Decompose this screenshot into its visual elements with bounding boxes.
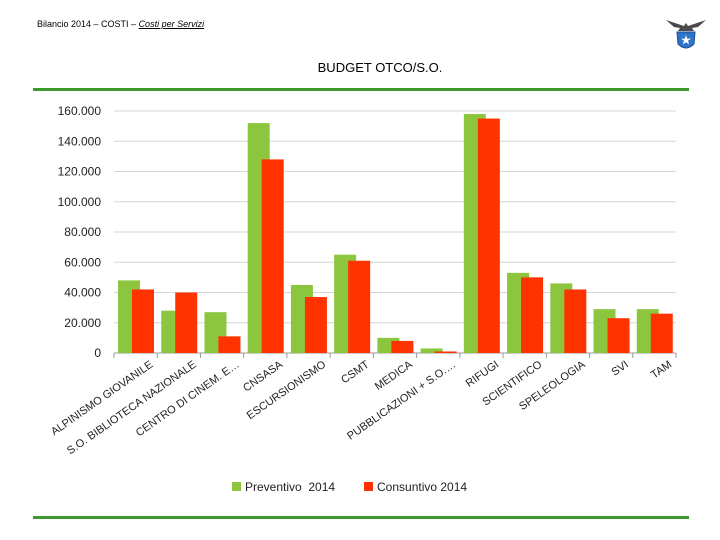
bar-consuntivo-1 <box>175 292 198 353</box>
x-category-label: SVI <box>609 359 630 379</box>
x-category-label: CSMT <box>339 358 372 386</box>
bar-consuntivo-10 <box>564 289 587 353</box>
bar-consuntivo-8 <box>477 118 500 353</box>
bar-consuntivo-6 <box>391 340 414 353</box>
bottom-divider <box>33 516 689 519</box>
top-divider <box>33 88 689 91</box>
bar-preventivo-7 <box>420 348 443 353</box>
bar-consuntivo-5 <box>348 260 371 353</box>
bar-consuntivo-0 <box>132 289 154 353</box>
y-tick-label: 100.000 <box>58 195 102 209</box>
y-tick-label: 20.000 <box>64 316 101 330</box>
bar-consuntivo-4 <box>304 297 327 353</box>
header-prefix: Bilancio 2014 – COSTI – <box>37 19 139 29</box>
x-category-label: ESCURSIONISMO <box>245 358 329 422</box>
y-tick-label: 60.000 <box>64 255 101 269</box>
header-link[interactable]: Costi per Servizi <box>138 19 205 29</box>
header-text: Bilancio 2014 – COSTI – Costi per Serviz… <box>37 19 204 29</box>
legend-swatch <box>232 482 241 491</box>
y-tick-label: 40.000 <box>64 286 101 300</box>
bar-consuntivo-12 <box>650 313 673 353</box>
y-tick-label: 160.000 <box>58 104 102 118</box>
chart-title: BUDGET OTCO/S.O. <box>317 60 443 75</box>
cai-eagle-star-logo-icon <box>664 14 708 54</box>
y-tick-label: 120.000 <box>58 165 102 179</box>
bar-consuntivo-2 <box>218 336 241 353</box>
x-category-label: RIFUGI <box>464 359 501 390</box>
legend-label: Consuntivo 2014 <box>377 480 467 494</box>
grid-lines <box>113 110 677 358</box>
bars <box>118 114 673 354</box>
x-category-label: TAM <box>649 359 674 382</box>
y-axis-ticks: 0 20.000 40.000 60.000 80.000 100.000 120.000 1… <box>58 104 102 360</box>
legend-label: Preventivo 2014 <box>245 480 335 494</box>
legend-swatch <box>364 482 373 491</box>
legend: Preventivo 2014 Consuntivo 2014 <box>232 480 467 494</box>
bar-consuntivo-7 <box>434 351 457 353</box>
bar-consuntivo-11 <box>607 318 630 353</box>
bar-consuntivo-3 <box>261 159 284 353</box>
bar-consuntivo-9 <box>521 277 544 353</box>
y-tick-label: 0 <box>94 346 101 360</box>
y-tick-label: 80.000 <box>64 225 101 239</box>
y-tick-label: 140.000 <box>58 134 102 148</box>
